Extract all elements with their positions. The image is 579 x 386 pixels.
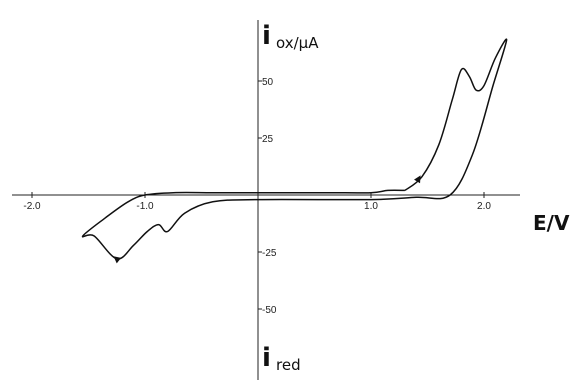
y-label-sub-red: red: [276, 356, 301, 374]
x-tick-label: -1.0: [136, 201, 154, 212]
direction-arrow: [113, 256, 122, 264]
y-label-sub-ox: ox/µA: [276, 34, 319, 52]
x-tick-label: 1.0: [364, 201, 378, 212]
ticks: -2.0 -1.0 1.0 2.0 50 25 -25 -50: [23, 77, 491, 316]
y-tick-label: -25: [262, 248, 277, 259]
direction-arrow: [414, 175, 421, 184]
series-line-0: [81, 38, 508, 260]
x-tick-label: 2.0: [477, 201, 491, 212]
y-axis-label-reduction: i red: [262, 343, 301, 374]
x-tick-label: -2.0: [23, 201, 41, 212]
y-axis-label-oxidation: i ox/µA: [262, 21, 319, 52]
y-label-main-red: i: [262, 343, 271, 373]
voltammogram-curve: [81, 38, 508, 264]
x-axis-label: E/V: [533, 211, 570, 235]
y-tick-label: 25: [262, 134, 274, 145]
y-tick-label: -50: [262, 305, 277, 316]
y-tick-label: 50: [262, 77, 274, 88]
y-label-main-ox: i: [262, 21, 271, 51]
